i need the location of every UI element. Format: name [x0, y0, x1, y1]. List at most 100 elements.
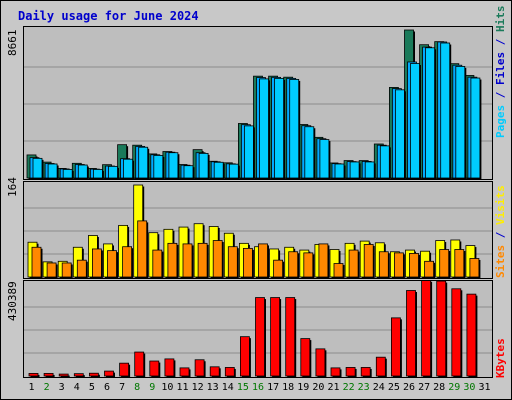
legend-part: Pages [494, 104, 507, 138]
x-tick-label: 5 [88, 382, 95, 393]
x-axis: 1 2 3 4 5 6 7 8 9 10 11 12 13 14 15 16 17 18 19 20 21 22 23 24 2… [23, 382, 491, 396]
bar-pages-day-28 [440, 42, 451, 179]
kbytes-panel [23, 280, 493, 378]
bar-kbytes-day-17 [270, 297, 281, 377]
bar-pages-day-8 [138, 146, 149, 179]
legend-part: Visits [494, 185, 507, 225]
bar-kbytes-day-1 [28, 373, 39, 377]
x-tick-label: 25 [387, 382, 400, 393]
legend-part: / [494, 225, 507, 245]
bar-pages-day-14 [228, 163, 239, 179]
bar-pages-day-3 [62, 169, 73, 179]
hits-files-pages-legend: Pages / Files / Hits [494, 6, 507, 139]
bar-kbytes-day-23 [360, 367, 371, 377]
bar-pages-day-11 [183, 165, 194, 179]
x-tick-label: 29 [448, 382, 461, 393]
bar-sites-day-26 [409, 253, 419, 278]
x-tick-label: 27 [418, 382, 431, 393]
x-tick-label: 9 [149, 382, 156, 393]
bar-sites-day-12 [197, 242, 208, 278]
bar-kbytes-day-29 [451, 288, 462, 377]
bar-kbytes-day-19 [300, 338, 311, 377]
bar-sites-day-14 [227, 246, 238, 278]
hits-files-pages-panel [23, 26, 493, 180]
bar-kbytes-day-14 [224, 367, 235, 377]
bar-sites-day-15 [242, 247, 253, 278]
bar-sites-day-8 [137, 220, 148, 278]
bar-kbytes-day-30 [466, 293, 477, 377]
bar-kbytes-day-27 [421, 281, 432, 377]
visits-sites-panel [23, 181, 493, 279]
legend-part: KBytes [494, 338, 507, 378]
bar-pages-day-9 [153, 155, 164, 179]
bar-pages-day-12 [198, 152, 209, 179]
bar-sites-day-4 [76, 259, 87, 278]
kbytes-ymax-label: 430389 [6, 281, 19, 321]
bar-kbytes-day-12 [194, 359, 205, 377]
x-tick-label: 8 [134, 382, 141, 393]
x-tick-label: 6 [103, 382, 111, 393]
bar-sites-day-24 [378, 251, 389, 278]
bar-pages-day-24 [379, 145, 390, 179]
bar-pages-day-20 [319, 139, 330, 179]
bar-pages-day-1 [32, 157, 43, 179]
legend-part: Hits [494, 5, 507, 33]
bar-sites-day-27 [424, 260, 435, 278]
bar-kbytes-day-5 [89, 372, 99, 377]
bar-sites-day-13 [212, 240, 223, 278]
bar-pages-day-5 [93, 169, 103, 179]
bar-kbytes-day-11 [179, 367, 190, 377]
x-tick-label: 30 [463, 382, 476, 393]
bar-sites-day-2 [46, 262, 57, 278]
x-tick-label: 19 [297, 382, 310, 393]
x-tick-label: 24 [372, 382, 385, 393]
x-tick-label: 4 [73, 382, 80, 393]
bar-sites-day-19 [303, 252, 314, 278]
legend-part: / [494, 85, 507, 105]
x-tick-label: 20 [312, 382, 325, 393]
bar-sites-day-1 [31, 246, 42, 278]
x-tick-label: 28 [433, 382, 446, 393]
bar-kbytes-day-9 [149, 360, 160, 377]
bar-sites-day-28 [439, 249, 450, 278]
bar-kbytes-day-21 [330, 367, 341, 377]
bar-pages-day-13 [213, 161, 224, 179]
bar-pages-day-22 [349, 161, 360, 179]
bar-kbytes-day-8 [134, 351, 145, 377]
bar-pages-day-16 [259, 78, 269, 179]
bar-kbytes-day-2 [43, 373, 54, 377]
bar-sites-day-5 [92, 248, 102, 278]
bar-sites-day-7 [122, 246, 132, 278]
bar-kbytes-day-26 [406, 290, 416, 377]
x-tick-label: 17 [267, 382, 280, 393]
legend-part: Sites [494, 244, 507, 278]
x-tick-label: 15 [236, 382, 249, 393]
x-tick-label: 13 [206, 382, 219, 393]
bar-kbytes-day-7 [119, 362, 129, 377]
bar-kbytes-day-22 [345, 367, 356, 377]
x-tick-label: 2 [43, 382, 50, 393]
hits-files-pages-svg [24, 29, 492, 179]
bar-kbytes-day-10 [164, 358, 175, 377]
x-tick-label: 22 [342, 382, 355, 393]
bar-pages-day-4 [77, 164, 88, 179]
x-tick-label: 18 [282, 382, 295, 393]
bar-sites-day-6 [107, 250, 117, 278]
bar-kbytes-day-13 [209, 366, 220, 377]
bar-kbytes-day-16 [255, 297, 265, 377]
legend-part: / [494, 32, 507, 52]
legend-part: Files [494, 51, 507, 85]
visits-sites-legend: Sites / Visits [494, 185, 507, 278]
bar-kbytes-day-15 [239, 336, 250, 377]
bar-pages-day-15 [243, 125, 254, 179]
bar-sites-day-16 [258, 243, 268, 278]
x-tick-label: 14 [221, 382, 234, 393]
bar-sites-day-30 [469, 258, 480, 278]
x-tick-label: 10 [161, 382, 174, 393]
bar-kbytes-day-24 [375, 356, 386, 377]
bar-kbytes-day-4 [73, 373, 84, 377]
bar-kbytes-day-18 [285, 297, 296, 377]
bar-sites-day-9 [152, 249, 163, 278]
x-tick-label: 26 [402, 382, 416, 393]
bar-pages-day-2 [47, 163, 58, 179]
